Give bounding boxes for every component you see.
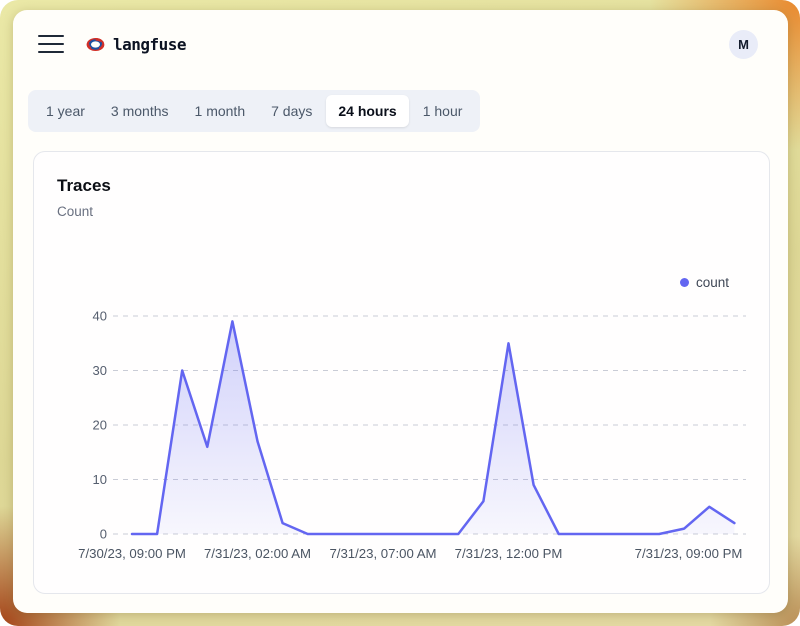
tab-7-days[interactable]: 7 days [259,95,324,127]
time-range-tabs: 1 year 3 months 1 month 7 days 24 hours 1 hou… [28,90,481,132]
svg-text:40: 40 [93,309,107,324]
legend-dot [679,278,689,287]
chart-legend: count [679,275,729,290]
svg-text:7/30/23, 09:00 PM: 7/30/23, 09:00 PM [78,546,186,561]
user-avatar[interactable]: M [729,29,758,59]
svg-text:7/31/23, 09:00 PM: 7/31/23, 09:00 PM [635,546,743,561]
menu-icon[interactable] [38,35,64,53]
legend-label: count [695,275,729,290]
traces-card: Traces Count count 0 10 20 30 40 7/30/23, 09:… [33,151,770,594]
card-subtitle: Count [57,204,94,219]
langfuse-logo-icon [86,37,105,52]
app-title: langfuse [113,34,187,54]
svg-text:7/31/23, 12:00 PM: 7/31/23, 12:00 PM [455,546,563,561]
brand[interactable]: langfuse [86,34,187,54]
svg-text:7/31/23, 07:00 AM: 7/31/23, 07:00 AM [329,546,436,561]
svg-text:10: 10 [93,472,107,487]
tab-24-hours[interactable]: 24 hours [326,95,409,127]
tab-1-year[interactable]: 1 year [34,95,97,127]
card-title: Traces [57,176,111,195]
svg-text:7/31/23, 02:00 AM: 7/31/23, 02:00 AM [204,546,311,561]
app-window: langfuse M 1 year 3 months 1 month 7 days 24… [13,10,788,613]
svg-text:30: 30 [93,363,107,378]
svg-text:0: 0 [100,527,107,542]
topbar: langfuse M [13,10,788,78]
svg-text:20: 20 [93,418,107,433]
tab-1-hour[interactable]: 1 hour [411,95,475,127]
tab-3-months[interactable]: 3 months [99,95,181,127]
traces-area-chart: 0 10 20 30 40 7/30/23, 09:00 PM 7/31/23, 02:00… [78,309,746,561]
tab-1-month[interactable]: 1 month [183,95,258,127]
